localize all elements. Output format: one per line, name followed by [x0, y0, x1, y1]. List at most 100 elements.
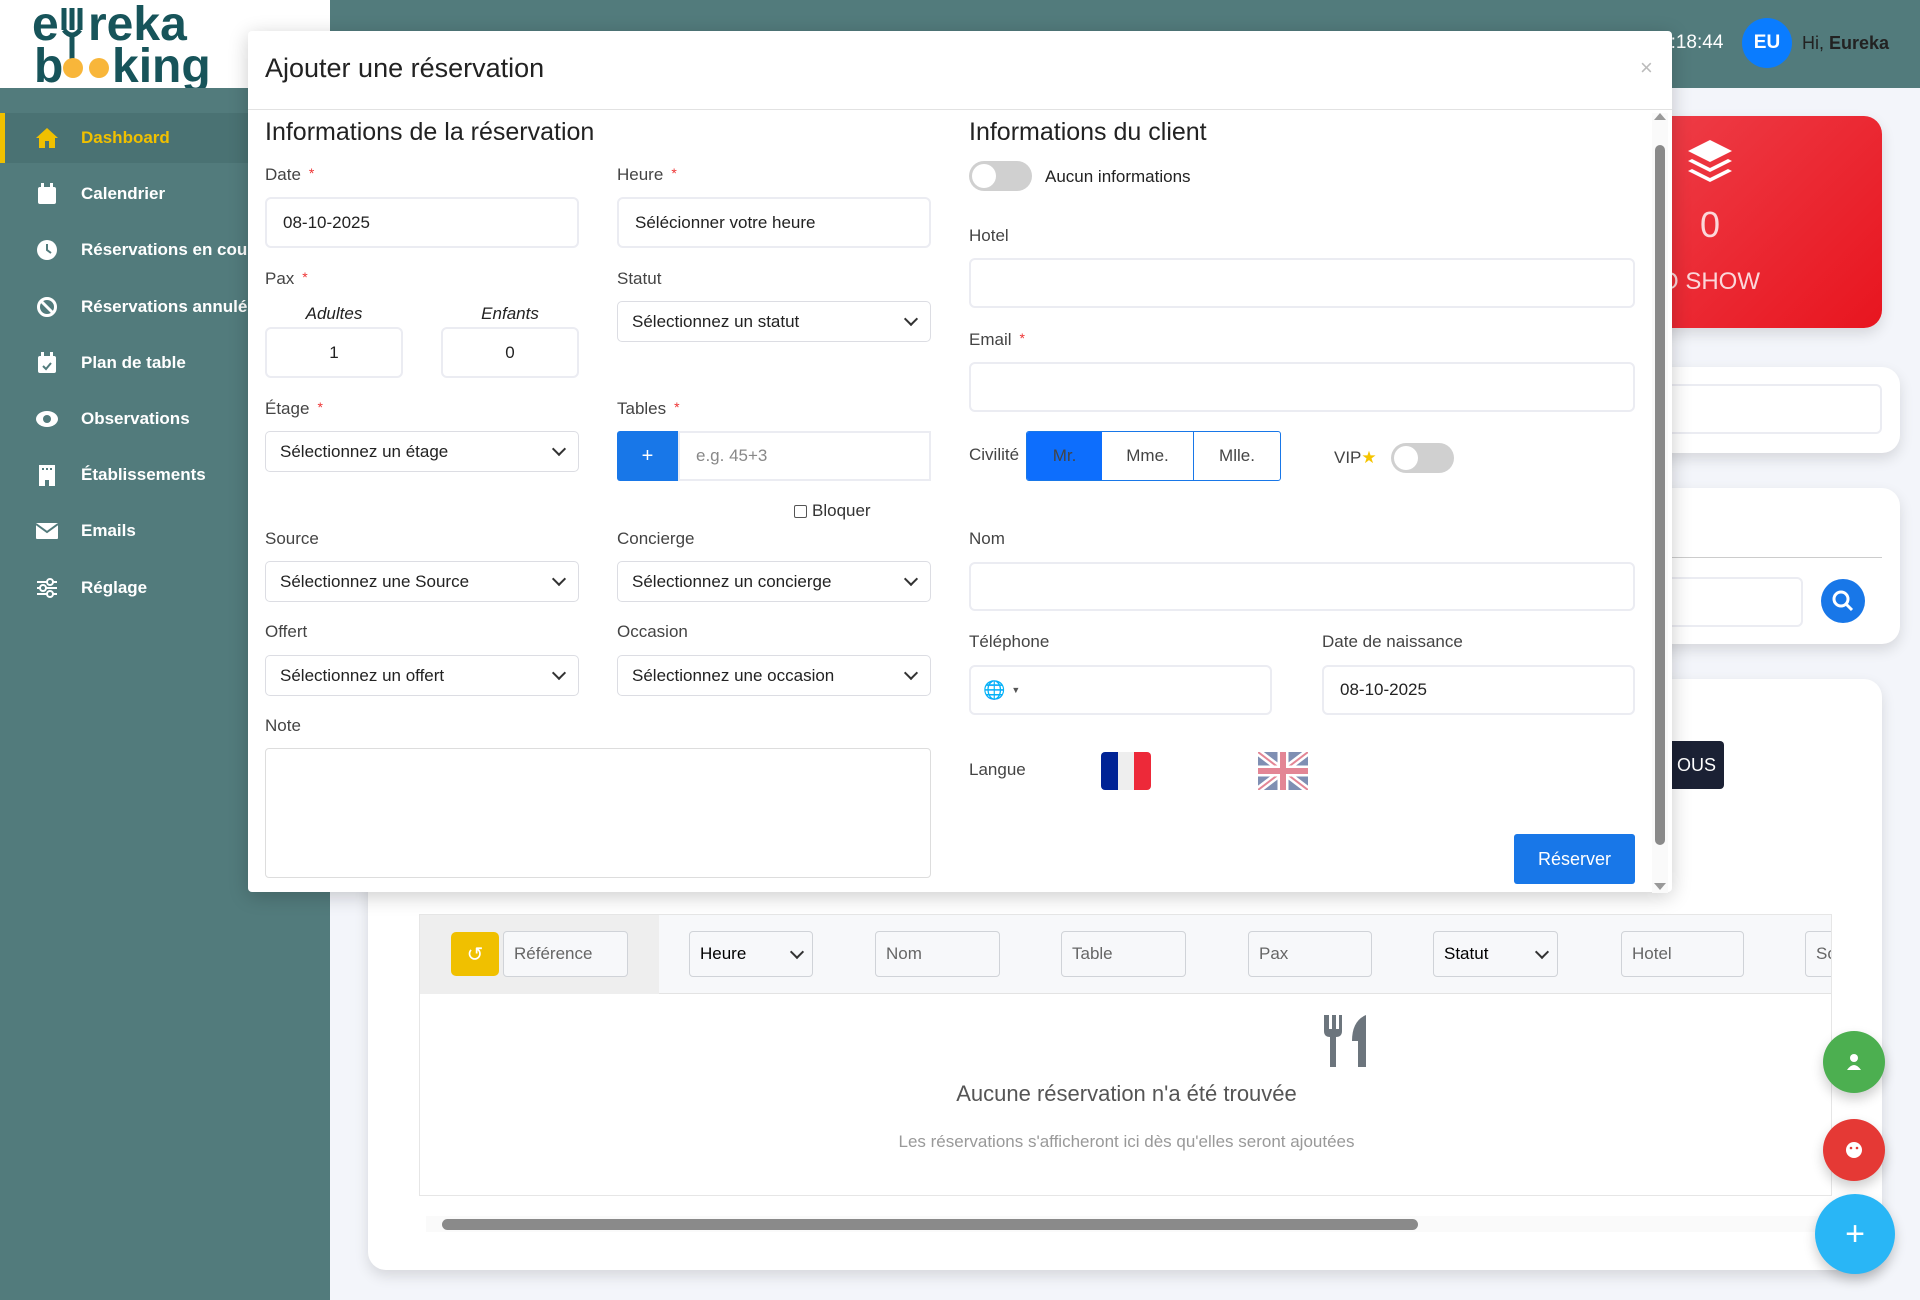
email-label: Email *: [969, 330, 1025, 349]
close-icon[interactable]: ×: [1640, 55, 1653, 80]
globe-icon[interactable]: 🌐: [983, 679, 1006, 700]
hotel-input[interactable]: [969, 258, 1635, 308]
uk-flag-icon[interactable]: [1258, 752, 1308, 790]
sidebar-item-reservations-en-cours[interactable]: Réservations en cou: [0, 225, 330, 275]
greeting-text: Hi,: [1802, 33, 1824, 53]
statut-select[interactable]: Sélectionnez un statut: [617, 301, 931, 342]
hotel-filter[interactable]: Hotel: [1621, 931, 1744, 977]
sidebar-item-reservations-annulees[interactable]: Réservations annulé: [0, 282, 330, 332]
offert-select[interactable]: Sélectionnez un offert: [265, 655, 579, 696]
empty-state-subtitle: Les réservations s'afficheront ici dès q…: [898, 1132, 1355, 1151]
sidebar-item-calendrier[interactable]: Calendrier: [0, 169, 330, 219]
filter-row: ↺ Référence Heure Nom Table Pax Statut H…: [420, 915, 1831, 994]
table-filter[interactable]: Table: [1061, 931, 1186, 977]
reserver-button[interactable]: Réserver: [1514, 834, 1635, 884]
scroll-up-icon[interactable]: [1654, 113, 1666, 120]
source-filter[interactable]: So: [1805, 931, 1831, 977]
sidebar-item-label: Établissements: [81, 465, 206, 484]
horizontal-scrollbar[interactable]: [426, 1216, 1826, 1232]
heure-label: Heure *: [617, 165, 677, 184]
nom-filter[interactable]: Nom: [875, 931, 1000, 977]
etage-select[interactable]: Sélectionnez un étage: [265, 431, 579, 472]
concierge-select[interactable]: Sélectionnez un concierge: [617, 561, 931, 602]
scrollbar-thumb[interactable]: [1655, 145, 1665, 845]
heure-filter-select[interactable]: Heure: [689, 931, 813, 977]
adultes-label: Adultes: [305, 304, 363, 323]
pax-filter[interactable]: Pax: [1248, 931, 1372, 977]
feedback-fab[interactable]: [1823, 1119, 1885, 1181]
no-info-toggle[interactable]: [969, 161, 1032, 191]
concierge-label: Concierge: [617, 529, 695, 548]
add-reservation-fab[interactable]: +: [1815, 1194, 1895, 1274]
sidebar-item-etablissements[interactable]: Établissements: [0, 450, 330, 500]
sidebar-item-emails[interactable]: Emails: [0, 506, 330, 556]
sidebar-item-observations[interactable]: Observations: [0, 394, 330, 444]
caret-down-icon: ▼: [1011, 685, 1021, 695]
note-label: Note: [265, 716, 301, 735]
source-select[interactable]: Sélectionnez une Source: [265, 561, 579, 602]
header-divider: [248, 109, 1672, 110]
add-reservation-modal: Ajouter une réservation × Informations d…: [248, 31, 1672, 893]
adultes-input[interactable]: 1: [265, 327, 403, 378]
sidebar-item-label: Réservations en cou: [81, 240, 248, 259]
enfants-input[interactable]: 0: [441, 327, 579, 378]
clock-time: 7:18:44: [1660, 32, 1724, 53]
filter-input[interactable]: [1660, 384, 1882, 434]
vip-toggle[interactable]: [1391, 443, 1454, 473]
chevron-down-icon: [789, 944, 805, 959]
chevron-down-icon: [551, 571, 567, 587]
search-button[interactable]: [1821, 579, 1865, 623]
scrollbar-thumb[interactable]: [442, 1219, 1418, 1230]
vip-label-text: VIP: [1334, 448, 1362, 467]
add-table-button[interactable]: +: [617, 431, 678, 481]
note-textarea[interactable]: [265, 748, 931, 878]
offert-label: Offert: [265, 622, 308, 641]
avatar[interactable]: EU: [1742, 18, 1792, 68]
bloquer-checkbox[interactable]: Bloquer: [794, 501, 871, 521]
client-section-title: Informations du client: [969, 118, 1207, 146]
statut-select-value: Sélectionnez un statut: [632, 311, 800, 331]
french-flag-icon[interactable]: [1101, 752, 1151, 790]
star-icon: ★: [1361, 448, 1377, 467]
reference-filter[interactable]: Référence: [503, 931, 628, 977]
etage-label: Étage *: [265, 399, 323, 418]
stat-value: 0: [1699, 204, 1721, 245]
reservation-section-title: Informations de la réservation: [265, 118, 595, 146]
calendar-icon: [35, 183, 59, 205]
reservations-table: ↺ Référence Heure Nom Table Pax Statut H…: [419, 914, 1832, 1196]
tables-label: Tables *: [617, 399, 680, 418]
greeting[interactable]: Hi, Eureka: [1802, 33, 1889, 54]
sidebar-item-reglage[interactable]: Réglage: [0, 563, 330, 613]
email-input[interactable]: [969, 362, 1635, 412]
telephone-label: Téléphone: [969, 632, 1050, 651]
civilite-mlle-button[interactable]: Mlle.: [1219, 446, 1255, 465]
occasion-select[interactable]: Sélectionnez une occasion: [617, 655, 931, 696]
checkbox-box[interactable]: [794, 504, 807, 518]
tables-input[interactable]: e.g. 45+3: [678, 431, 931, 481]
all-filter-button[interactable]: OUS: [1668, 741, 1724, 789]
stat-label: O SHOW: [1660, 268, 1760, 295]
statut-filter-select[interactable]: Statut: [1433, 931, 1558, 977]
telephone-input[interactable]: 🌐 ▼: [969, 665, 1272, 715]
scroll-down-icon[interactable]: [1654, 883, 1666, 890]
date-input[interactable]: 08-10-2025: [265, 197, 579, 248]
modal-scrollbar[interactable]: [1652, 113, 1668, 893]
building-icon: [35, 464, 59, 486]
nom-label: Nom: [969, 529, 1005, 548]
chevron-down-icon: [903, 665, 919, 681]
ban-icon: [35, 296, 59, 318]
hotel-label: Hotel: [969, 226, 1009, 245]
langue-label: Langue: [969, 760, 1026, 779]
heure-input[interactable]: Sélécionner votre heure: [617, 197, 931, 248]
sidebar-item-plan-de-table[interactable]: Plan de table: [0, 338, 330, 388]
empty-state-title: Aucune réservation n'a été trouvée: [956, 1081, 1297, 1106]
civilite-mme-button[interactable]: Mme.: [1102, 432, 1194, 480]
naissance-input[interactable]: 08-10-2025: [1322, 665, 1635, 715]
civilite-mr-button[interactable]: Mr.: [1027, 432, 1102, 480]
search-input[interactable]: [1660, 577, 1803, 627]
reset-filters-button[interactable]: ↺: [451, 932, 499, 976]
add-client-fab[interactable]: [1823, 1031, 1885, 1093]
no-info-label: Aucun informations: [1045, 167, 1191, 186]
sidebar-item-label: Réglage: [81, 578, 148, 597]
nom-input[interactable]: [969, 562, 1635, 611]
